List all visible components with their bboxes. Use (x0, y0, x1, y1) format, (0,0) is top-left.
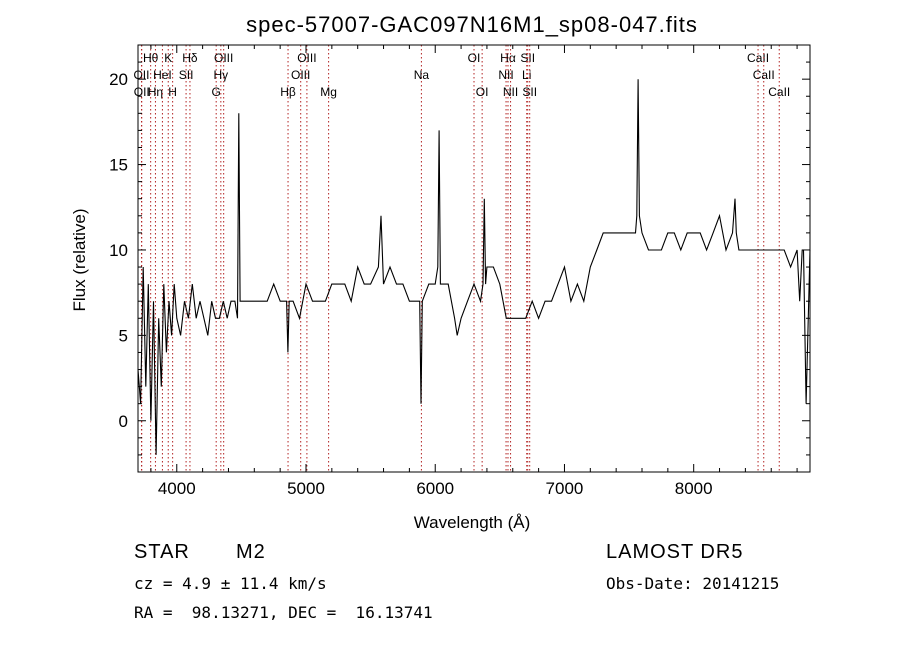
y-tick-label: 5 (119, 326, 128, 345)
line-marker-label: OI (468, 51, 481, 65)
line-marker-label: Hδ (182, 51, 198, 65)
x-tick-label: 7000 (546, 479, 584, 498)
line-marker-label: Hβ (280, 85, 296, 99)
line-marker-label: CaII (747, 51, 769, 65)
line-marker-label: Hθ (143, 51, 159, 65)
subclass-label: M2 (236, 541, 266, 563)
spectrum-line (137, 79, 811, 455)
chart-title: spec-57007-GAC097N16M1_sp08-047.fits (246, 12, 698, 37)
line-marker-label: OI (476, 85, 489, 99)
plot-frame (137, 44, 811, 473)
y-tick-label: 20 (109, 70, 128, 89)
line-marker-label: NII (503, 85, 518, 99)
line-marker-label: Li (522, 68, 531, 82)
line-marker-label: H (168, 85, 177, 99)
x-tick-label: 8000 (675, 479, 713, 498)
line-marker-label: OII (133, 68, 149, 82)
x-tick-label: 5000 (287, 479, 325, 498)
axes: 4000 5000 6000 7000 8000 0 5 10 15 20 (109, 44, 810, 498)
line-marker-label: Hγ (214, 68, 229, 82)
line-marker-label: K (164, 51, 172, 65)
x-axis-label: Wavelength (Å) (414, 513, 531, 532)
line-marker-label: SII (179, 68, 194, 82)
spectrum-series (137, 79, 811, 455)
line-marker-label: NII (498, 68, 513, 82)
obs-date-text: Obs-Date: 20141215 (606, 574, 780, 593)
line-marker-label: CaII (768, 85, 790, 99)
line-marker-label: OIII (297, 51, 316, 65)
y-axis-label: Flux (relative) (70, 209, 89, 312)
redshift-text: cz = 4.9 ± 11.4 km/s (134, 574, 327, 593)
line-marker-label: Mg (320, 85, 337, 99)
survey-label: LAMOST DR5 (606, 541, 744, 563)
class-label: STAR (134, 541, 190, 563)
y-tick-label: 15 (109, 156, 128, 175)
line-marker-label: G (212, 85, 221, 99)
line-marker-label: SII (520, 51, 535, 65)
line-marker-label: SII (522, 85, 537, 99)
x-tick-label: 6000 (416, 479, 454, 498)
line-marker-label: HeI (153, 68, 172, 82)
coordinates-text: RA = 98.13271, DEC = 16.13741 (134, 603, 433, 622)
line-marker-label: Hη (148, 85, 163, 99)
line-marker-label: OIII (291, 68, 310, 82)
y-tick-label: 10 (109, 241, 128, 260)
line-marker-label: Hα (500, 51, 516, 65)
y-tick-label: 0 (119, 412, 128, 431)
line-marker-label: Na (414, 68, 430, 82)
line-marker-label: OIII (214, 51, 233, 65)
x-tick-label: 4000 (158, 479, 196, 498)
line-marker-label: CaII (753, 68, 775, 82)
